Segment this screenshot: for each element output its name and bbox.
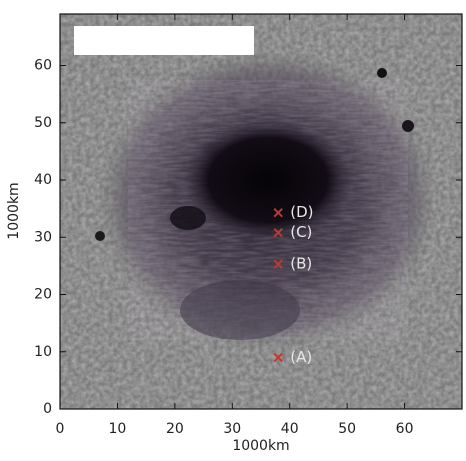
x-tick-label: 60 bbox=[396, 421, 414, 437]
point-label: (A) bbox=[290, 348, 312, 366]
y-tick-label: 50 bbox=[34, 115, 52, 131]
y-tick-label: 20 bbox=[34, 287, 52, 303]
y-axis-label: 1000km bbox=[6, 182, 22, 239]
point-label: (D) bbox=[290, 203, 313, 221]
x-tick-label: 20 bbox=[166, 421, 184, 437]
point-label: (C) bbox=[290, 223, 312, 241]
y-tick-label: 60 bbox=[34, 58, 52, 74]
solar-image bbox=[60, 14, 462, 409]
y-tick-label: 30 bbox=[34, 229, 52, 245]
point-marker bbox=[273, 207, 283, 218]
point-marker bbox=[273, 352, 283, 363]
x-tick-label: 30 bbox=[223, 421, 241, 437]
x-axis-label: 1000km bbox=[232, 438, 289, 454]
point-label: (B) bbox=[290, 255, 312, 273]
x-tick-label: 10 bbox=[109, 421, 127, 437]
x-tick-label: 0 bbox=[56, 421, 65, 437]
point-marker bbox=[273, 227, 283, 238]
plot-frame bbox=[59, 13, 463, 410]
x-tick-label: 50 bbox=[338, 421, 356, 437]
x-tick-label: 40 bbox=[281, 421, 299, 437]
y-tick-label: 40 bbox=[34, 172, 52, 188]
y-tick-label: 0 bbox=[43, 401, 52, 417]
y-tick-label: 10 bbox=[34, 344, 52, 360]
point-marker bbox=[273, 259, 283, 269]
